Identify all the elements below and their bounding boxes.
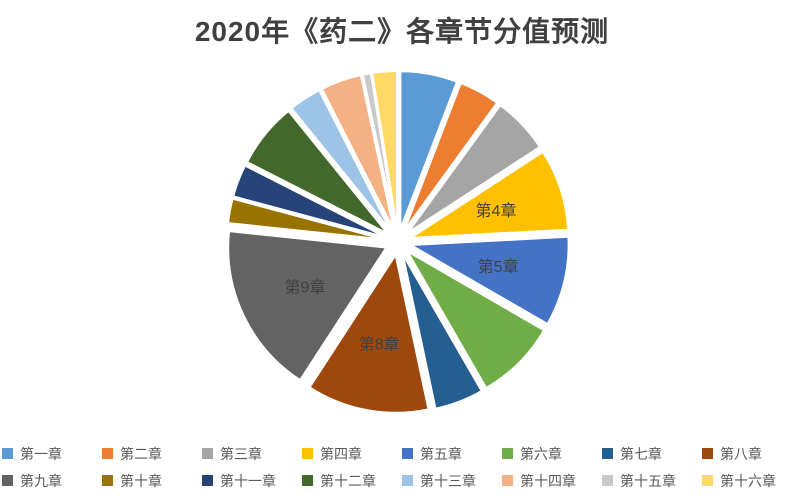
- legend-label: 第十二章: [320, 472, 376, 489]
- pie-data-label-第五章: 第5章: [478, 258, 519, 276]
- legend-item-第六章[interactable]: 第六章: [502, 444, 602, 464]
- chart-title: 2020年《药二》各章节分值预测: [194, 16, 610, 47]
- legend-item-第一章[interactable]: 第一章: [2, 444, 102, 464]
- legend-swatch-第五章: [402, 448, 413, 459]
- legend-swatch-第九章: [2, 475, 13, 486]
- legend-row-2: 第九章 第十章 第十一章 第十二章 第十三章 第十四章 第十五章 第十六章: [2, 467, 804, 494]
- pie-data-label-第八章: 第8章: [359, 335, 400, 353]
- pie-slice-第十三章[interactable]: [290, 89, 392, 233]
- chart-legend: 第一章 第二章 第三章 第四章 第五章 第六章 第七章 第八章 第九章 第十章 第十一章 第十二章第…: [2, 440, 804, 494]
- pie-slice-第十二章[interactable]: [246, 110, 389, 235]
- legend-swatch-第十章: [102, 475, 113, 486]
- legend-label: 第六章: [520, 445, 562, 462]
- legend-label: 第四章: [320, 445, 362, 462]
- legend-swatch-第六章: [502, 448, 513, 459]
- pie-slice-第九章[interactable]: [227, 230, 388, 382]
- legend-item-第十章[interactable]: 第十章: [102, 471, 202, 491]
- legend-item-第十六章[interactable]: 第十六章: [702, 471, 802, 491]
- pie-slice-第十一章[interactable]: [232, 164, 387, 239]
- pie-slice-第十五章[interactable]: [361, 72, 397, 231]
- legend-label: 第十六章: [720, 472, 776, 489]
- legend-swatch-第十四章: [502, 475, 513, 486]
- legend-item-第十一章[interactable]: 第十一章: [202, 471, 302, 491]
- legend-item-第四章[interactable]: 第四章: [302, 444, 402, 464]
- pie-slice-第七章[interactable]: [401, 253, 483, 410]
- legend-item-第九章[interactable]: 第九章: [2, 471, 102, 491]
- pie-slice-第二章[interactable]: [403, 82, 499, 232]
- legend-item-第五章[interactable]: 第五章: [402, 444, 502, 464]
- legend-item-第八章[interactable]: 第八章: [702, 444, 802, 464]
- pie-data-label-第四章: 第4章: [476, 202, 517, 220]
- legend-label: 第十一章: [220, 472, 276, 489]
- legend-label: 第十三章: [420, 472, 476, 489]
- pie-slice-第十四章[interactable]: [320, 74, 395, 231]
- legend-item-第七章[interactable]: 第七章: [602, 444, 702, 464]
- legend-item-第十四章[interactable]: 第十四章: [502, 471, 602, 491]
- pie-slice-第十六章[interactable]: [371, 70, 398, 230]
- pie-slice-第十章[interactable]: [227, 197, 387, 241]
- legend-label: 第七章: [620, 445, 662, 462]
- pie-slice-第一章[interactable]: [399, 70, 458, 231]
- pie-slice-第四章[interactable]: [409, 150, 570, 239]
- legend-swatch-第十二章: [302, 475, 313, 486]
- legend-label: 第五章: [420, 445, 462, 462]
- legend-row-1: 第一章 第二章 第三章 第四章 第五章 第六章 第七章 第八章: [2, 440, 804, 467]
- pie-slice-第八章[interactable]: [308, 253, 430, 414]
- legend-label: 第二章: [120, 445, 162, 462]
- legend-label: 第十五章: [620, 472, 676, 489]
- legend-swatch-第二章: [102, 448, 113, 459]
- legend-swatch-第十一章: [202, 475, 213, 486]
- legend-swatch-第十六章: [702, 475, 713, 486]
- legend-swatch-第三章: [202, 448, 213, 459]
- legend-item-第三章[interactable]: 第三章: [202, 444, 302, 464]
- pie-data-label-第九章: 第9章: [285, 278, 326, 296]
- legend-swatch-第十五章: [602, 475, 613, 486]
- legend-label: 第一章: [20, 445, 62, 462]
- pie-slice-第六章[interactable]: [406, 250, 545, 389]
- legend-item-第二章[interactable]: 第二章: [102, 444, 202, 464]
- legend-item-第十二章[interactable]: 第十二章: [302, 471, 402, 491]
- legend-label: 第八章: [720, 445, 762, 462]
- legend-item-第十五章[interactable]: 第十五章: [602, 471, 702, 491]
- legend-label: 第十四章: [520, 472, 576, 489]
- legend-label: 第十章: [120, 472, 162, 489]
- legend-swatch-第一章: [2, 448, 13, 459]
- legend-swatch-第七章: [602, 448, 613, 459]
- pie-slice-第五章[interactable]: [409, 235, 570, 325]
- legend-swatch-第八章: [702, 448, 713, 459]
- legend-label: 第三章: [220, 445, 262, 462]
- pie-slice-第三章[interactable]: [406, 104, 541, 235]
- legend-swatch-第四章: [302, 448, 313, 459]
- legend-label: 第九章: [20, 472, 62, 489]
- legend-swatch-第十三章: [402, 475, 413, 486]
- legend-item-第十三章[interactable]: 第十三章: [402, 471, 502, 491]
